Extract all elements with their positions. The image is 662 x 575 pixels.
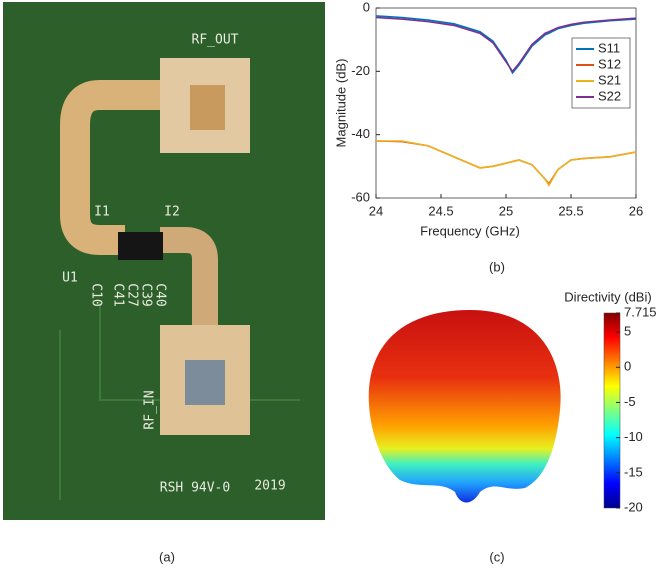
y-tick-label: 0: [363, 0, 370, 14]
colorbar: [603, 312, 621, 509]
x-tick-label: 25.5: [558, 203, 583, 218]
x-tick-label: 26: [629, 203, 643, 218]
colorbar-tick-label: 5: [624, 324, 631, 339]
colorbar-tick-label: -20: [624, 499, 643, 514]
x-tick-label: 25: [499, 203, 513, 218]
colorbar-tick-label: -5: [624, 394, 636, 409]
copper-trace: [60, 80, 195, 255]
radiation-pattern: [368, 310, 561, 503]
label: I1: [94, 205, 110, 220]
colorbar-label: Directivity (dBi): [564, 289, 651, 304]
y-tick-label: -40: [351, 126, 370, 141]
pcb-photo: RF_OUT U1 RF_IN RSH 94V-0 2019 I1 I2 C41…: [3, 2, 325, 520]
colorbar-tick-label: 0: [624, 359, 631, 374]
label: C41: [111, 283, 126, 306]
label: 2019: [254, 479, 285, 494]
copper-trace: [160, 227, 218, 380]
pad-center: [190, 85, 225, 130]
label: C10: [89, 283, 104, 306]
label: RF_OUT: [192, 33, 239, 48]
caption: (b): [489, 259, 505, 274]
colorbar-tick-label: 7.715: [624, 304, 657, 319]
legend-label: S12: [598, 56, 621, 71]
legend-label: S11: [598, 40, 620, 55]
y-axis-label: Magnitude (dB): [333, 59, 348, 148]
colorbar-tick-label: -10: [624, 429, 643, 444]
legend-label: S22: [598, 88, 621, 103]
series-line: [375, 16, 637, 73]
y-tick-label: -60: [351, 189, 370, 204]
label: C40: [153, 283, 168, 306]
chip: [118, 232, 163, 260]
label: C39: [139, 283, 154, 306]
y-tick-label: -20: [351, 63, 370, 78]
legend-label: S21: [598, 72, 621, 87]
caption: (c): [489, 549, 504, 564]
series-line: [375, 15, 637, 75]
label: RF_IN: [143, 390, 158, 429]
label: I2: [164, 205, 180, 220]
colorbar-tick-label: -15: [624, 464, 643, 479]
series-line: [376, 140, 637, 187]
x-tick-label: 24.5: [428, 203, 453, 218]
label: C27: [125, 283, 140, 306]
x-tick-label: 24: [369, 203, 383, 218]
caption: (a): [159, 549, 175, 564]
label: U1: [62, 271, 78, 286]
x-axis-label: Frequency (GHz): [420, 223, 520, 238]
pad-center: [185, 360, 225, 405]
label: RSH 94V-0: [160, 481, 230, 496]
